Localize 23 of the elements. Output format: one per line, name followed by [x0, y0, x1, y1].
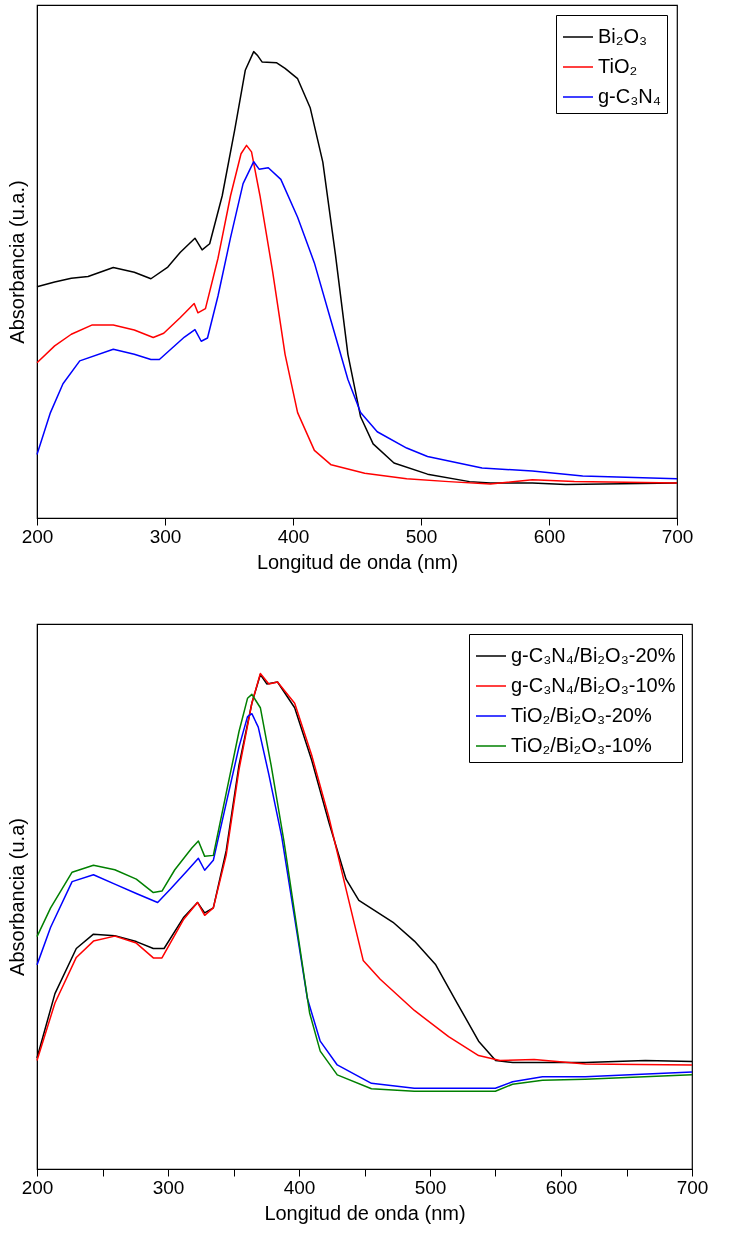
x-tick-label: 600: [533, 525, 566, 547]
y-axis-title: Absorbancia (u.a): [5, 818, 28, 976]
x-tick-label: 700: [661, 525, 694, 547]
legend-label: TiO₂/Bi₂O₃-10%: [511, 734, 652, 756]
legend-label: g-C₃N₄: [598, 85, 661, 107]
x-tick-label: 400: [277, 525, 310, 547]
x-tick-label: 300: [149, 525, 182, 547]
x-tick-label: 400: [283, 1176, 316, 1198]
x-tick-label: 200: [21, 1176, 54, 1198]
legend-label: Bi₂O₃: [598, 25, 648, 47]
x-tick-label: 500: [414, 1176, 447, 1198]
x-axis-title: Longitud de onda (nm): [256, 550, 459, 573]
legend-label: TiO₂/Bi₂O₃-20%: [511, 704, 652, 726]
x-tick-label: 300: [152, 1176, 185, 1198]
x-tick-label: 600: [545, 1176, 578, 1198]
x-tick-label: 700: [676, 1176, 709, 1198]
legend-label: g-C₃N₄/Bi₂O₃-20%: [511, 644, 676, 666]
x-tick-label: 500: [405, 525, 438, 547]
x-tick-label: 200: [21, 525, 54, 547]
x-axis-title: Longitud de onda (nm): [264, 1201, 466, 1224]
legend-label: TiO₂: [598, 55, 638, 77]
legend-label: g-C₃N₄/Bi₂O₃-10%: [511, 674, 676, 696]
y-axis-title: Absorbancia (u.a.): [5, 180, 28, 344]
